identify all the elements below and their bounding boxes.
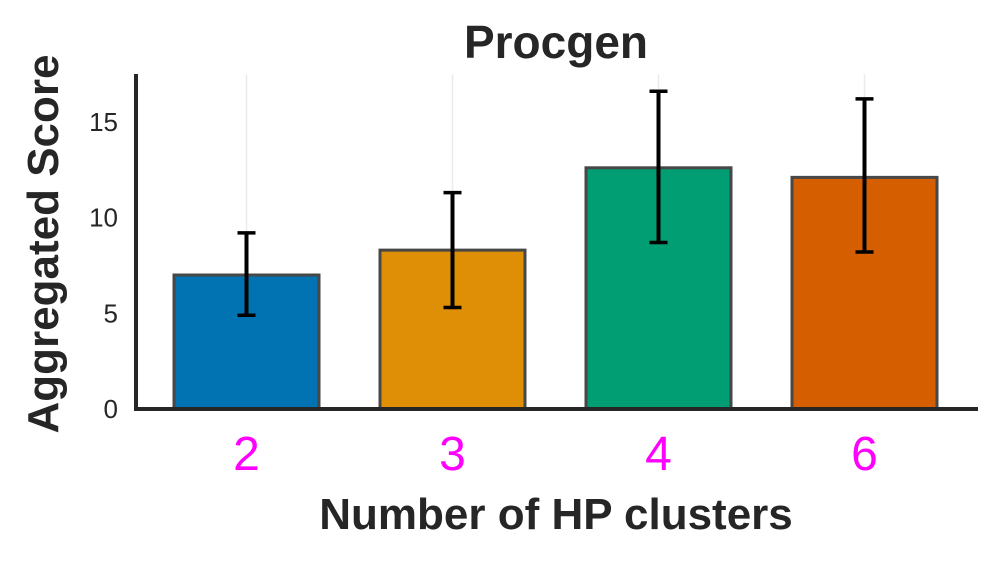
y-tick-label-10: 10: [89, 203, 118, 233]
x-tick-label-4: 4: [645, 428, 672, 481]
y-tick-label-15: 15: [89, 107, 118, 137]
x-axis-label: Number of HP clusters: [319, 490, 793, 539]
x-tick-label-6: 6: [851, 428, 878, 481]
x-tick-label-2: 2: [233, 428, 260, 481]
error-bars: [237, 89, 874, 317]
x-tick-labels: 2 3 4 6: [233, 428, 878, 481]
y-tick-label-0: 0: [104, 394, 118, 424]
x-tick-label-3: 3: [439, 428, 466, 481]
chart-title: Procgen: [464, 16, 648, 68]
grid-lines: [245, 74, 866, 409]
bars: [172, 166, 939, 411]
y-tick-labels: 0 5 10 15: [89, 107, 118, 424]
y-axis-label: Aggregated Score: [19, 55, 68, 434]
y-tick-label-5: 5: [104, 298, 118, 328]
